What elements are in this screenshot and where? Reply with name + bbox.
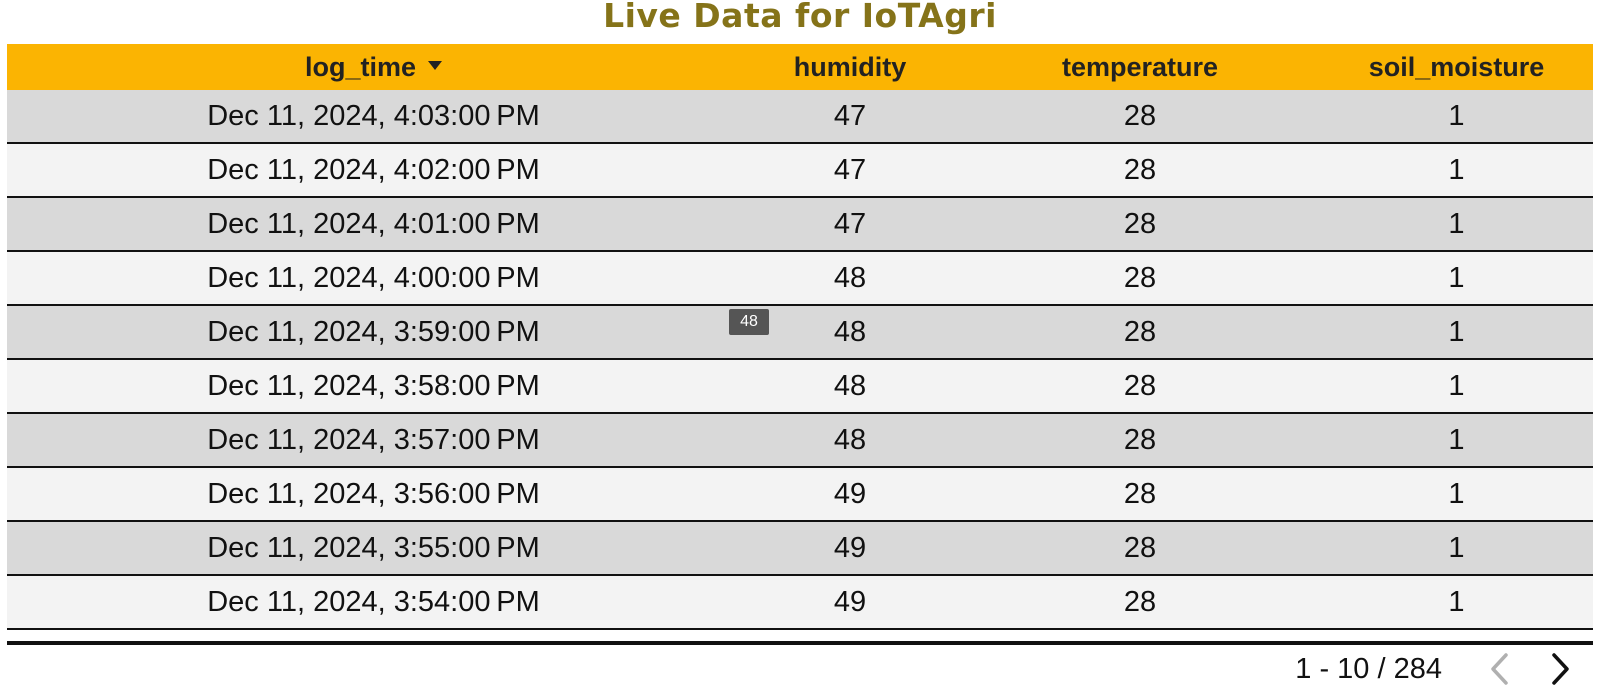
- column-header-soil-moisture[interactable]: soil_moisture: [1368, 51, 1545, 82]
- table-cell-temperature: 28: [1123, 477, 1157, 510]
- table-cell-temperature: 28: [1123, 423, 1157, 456]
- table-cell-humidity: 49: [833, 477, 867, 510]
- table-cell-temperature: 28: [1123, 153, 1157, 186]
- pagination: 1 - 10 / 284: [1200, 649, 1600, 689]
- table-cell-log-time: Dec 11, 2024, 4:02:00 PM: [207, 153, 540, 186]
- table-cell-log-time: Dec 11, 2024, 3:56:00 PM: [207, 477, 540, 510]
- table-row[interactable]: Dec 11, 2024, 4:02:00 PM 47 28 1: [7, 144, 1593, 198]
- table-cell-humidity: 47: [833, 207, 867, 240]
- table-row[interactable]: Dec 11, 2024, 3:56:00 PM 49 28 1: [7, 468, 1593, 522]
- table-cell-temperature: 28: [1123, 99, 1157, 132]
- column-header-temperature[interactable]: temperature: [1061, 51, 1219, 82]
- table-cell-soil-moisture: 1: [1448, 261, 1465, 294]
- table-cell-soil-moisture: 1: [1448, 99, 1465, 132]
- table-cell-humidity: 49: [833, 531, 867, 564]
- table-row[interactable]: Dec 11, 2024, 4:01:00 PM 47 28 1: [7, 198, 1593, 252]
- table-cell-soil-moisture: 1: [1448, 369, 1465, 402]
- table-header: log_time humidity temperature soil_moist…: [7, 44, 1593, 90]
- data-table: log_time humidity temperature soil_moist…: [7, 44, 1593, 630]
- column-header-log-time[interactable]: log_time: [7, 52, 740, 83]
- sort-descending-icon[interactable]: [428, 60, 443, 70]
- table-row[interactable]: Dec 11, 2024, 4:00:00 PM 48 28 1: [7, 252, 1593, 306]
- table-cell-soil-moisture: 1: [1448, 477, 1465, 510]
- table-cell-humidity: 48: [833, 261, 867, 294]
- table-cell-soil-moisture: 1: [1448, 423, 1465, 456]
- table-cell-humidity: 48: [833, 369, 867, 402]
- table-row[interactable]: Dec 11, 2024, 3:57:00 PM 48 28 1: [7, 414, 1593, 468]
- table-row[interactable]: Dec 11, 2024, 3:59:00 PM 48 28 1: [7, 306, 1593, 360]
- table-cell-log-time: Dec 11, 2024, 3:54:00 PM: [207, 585, 540, 618]
- table-body: Dec 11, 2024, 4:03:00 PM 47 28 1 Dec 11, 202…: [7, 90, 1593, 630]
- table-cell-log-time: Dec 11, 2024, 3:55:00 PM: [207, 531, 540, 564]
- column-header-label: log_time: [304, 51, 417, 82]
- prev-page-button[interactable]: [1480, 649, 1520, 689]
- table-cell-soil-moisture: 1: [1448, 315, 1465, 348]
- table-cell-soil-moisture: 1: [1448, 207, 1465, 240]
- table-cell-humidity: 48: [833, 315, 867, 348]
- table-cell-humidity: 49: [833, 585, 867, 618]
- table-row[interactable]: Dec 11, 2024, 3:54:00 PM 49 28 1: [7, 576, 1593, 630]
- table-cell-log-time: Dec 11, 2024, 3:57:00 PM: [207, 423, 540, 456]
- table-cell-temperature: 28: [1123, 531, 1157, 564]
- table-cell-temperature: 28: [1123, 207, 1157, 240]
- table-cell-log-time: Dec 11, 2024, 4:03:00 PM: [207, 99, 540, 132]
- table-cell-humidity: 48: [833, 423, 867, 456]
- chevron-right-icon: [1552, 653, 1569, 685]
- next-page-button[interactable]: [1540, 649, 1580, 689]
- table-row[interactable]: Dec 11, 2024, 3:58:00 PM 48 28 1: [7, 360, 1593, 414]
- table-row[interactable]: Dec 11, 2024, 3:55:00 PM 49 28 1: [7, 522, 1593, 576]
- pagination-range: 1 - 10 / 284: [1295, 652, 1442, 685]
- table-cell-log-time: Dec 11, 2024, 3:58:00 PM: [207, 369, 540, 402]
- table-bottom-border: [7, 641, 1593, 645]
- table-cell-temperature: 28: [1123, 369, 1157, 402]
- table-cell-log-time: Dec 11, 2024, 4:00:00 PM: [207, 261, 540, 294]
- page-title: Live Data for IoTAgri: [603, 0, 997, 35]
- table-cell-temperature: 28: [1123, 315, 1157, 348]
- column-header-humidity[interactable]: humidity: [793, 51, 907, 82]
- table-cell-soil-moisture: 1: [1448, 153, 1465, 186]
- table-cell-humidity: 47: [833, 99, 867, 132]
- table-cell-temperature: 28: [1123, 585, 1157, 618]
- table-cell-temperature: 28: [1123, 261, 1157, 294]
- table-cell-log-time: Dec 11, 2024, 3:59:00 PM: [207, 315, 540, 348]
- table-cell-soil-moisture: 1: [1448, 585, 1465, 618]
- table-cell-humidity: 47: [833, 153, 867, 186]
- chevron-left-icon: [1491, 653, 1508, 685]
- value-tooltip: 48: [729, 309, 769, 335]
- table-cell-log-time: Dec 11, 2024, 4:01:00 PM: [207, 207, 540, 240]
- table-row[interactable]: Dec 11, 2024, 4:03:00 PM 47 28 1: [7, 90, 1593, 144]
- table-cell-soil-moisture: 1: [1448, 531, 1465, 564]
